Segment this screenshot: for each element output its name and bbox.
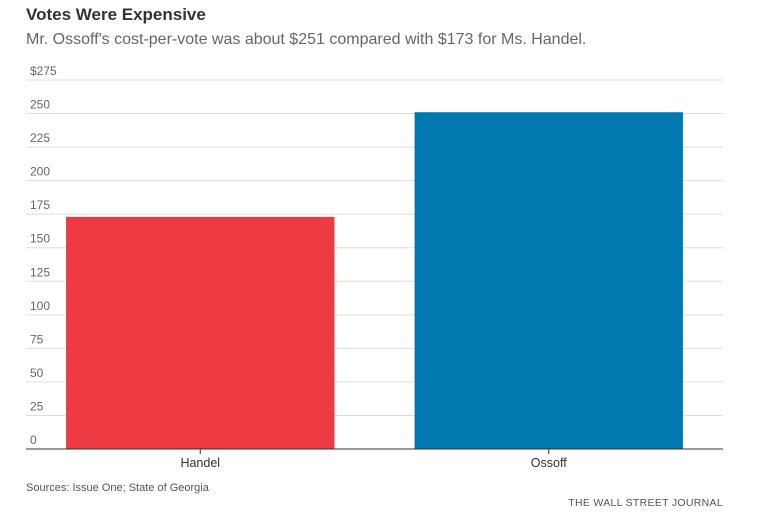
bar-handel [66, 216, 335, 449]
source-note: Sources: Issue One; State of Georgia [26, 482, 209, 494]
x-axis: Handel Ossoff [26, 448, 723, 470]
y-tick-label: 75 [30, 332, 44, 346]
y-tick-label: 150 [30, 232, 50, 246]
y-axis-tick-labels: 0 25 50 75 100 125 150 175 200 225 250 $275 [30, 64, 57, 447]
y-tick-label: 100 [30, 299, 50, 313]
y-tick-label: $275 [30, 64, 57, 78]
bar-chart: 0 25 50 75 100 125 150 175 200 225 250 $275 Handel O… [26, 64, 723, 470]
y-tick-label: 0 [30, 433, 37, 447]
x-tick-label-handel: Handel [180, 456, 220, 470]
bar-ossoff [414, 112, 683, 449]
y-tick-label: 175 [30, 198, 50, 212]
y-tick-label: 200 [30, 165, 50, 179]
x-tick-label-ossoff: Ossoff [531, 456, 567, 470]
y-tick-label: 250 [30, 98, 50, 112]
chart-subtitle: Mr. Ossoff's cost-per-vote was about $25… [26, 31, 587, 48]
y-tick-label: 25 [30, 399, 44, 413]
y-tick-label: 50 [30, 366, 44, 380]
chart-title: Votes Were Expensive [26, 5, 206, 24]
y-tick-label: 225 [30, 131, 50, 145]
publisher-brand: THE WALL STREET JOURNAL [568, 497, 723, 509]
bars [66, 112, 683, 449]
y-tick-label: 125 [30, 265, 50, 279]
